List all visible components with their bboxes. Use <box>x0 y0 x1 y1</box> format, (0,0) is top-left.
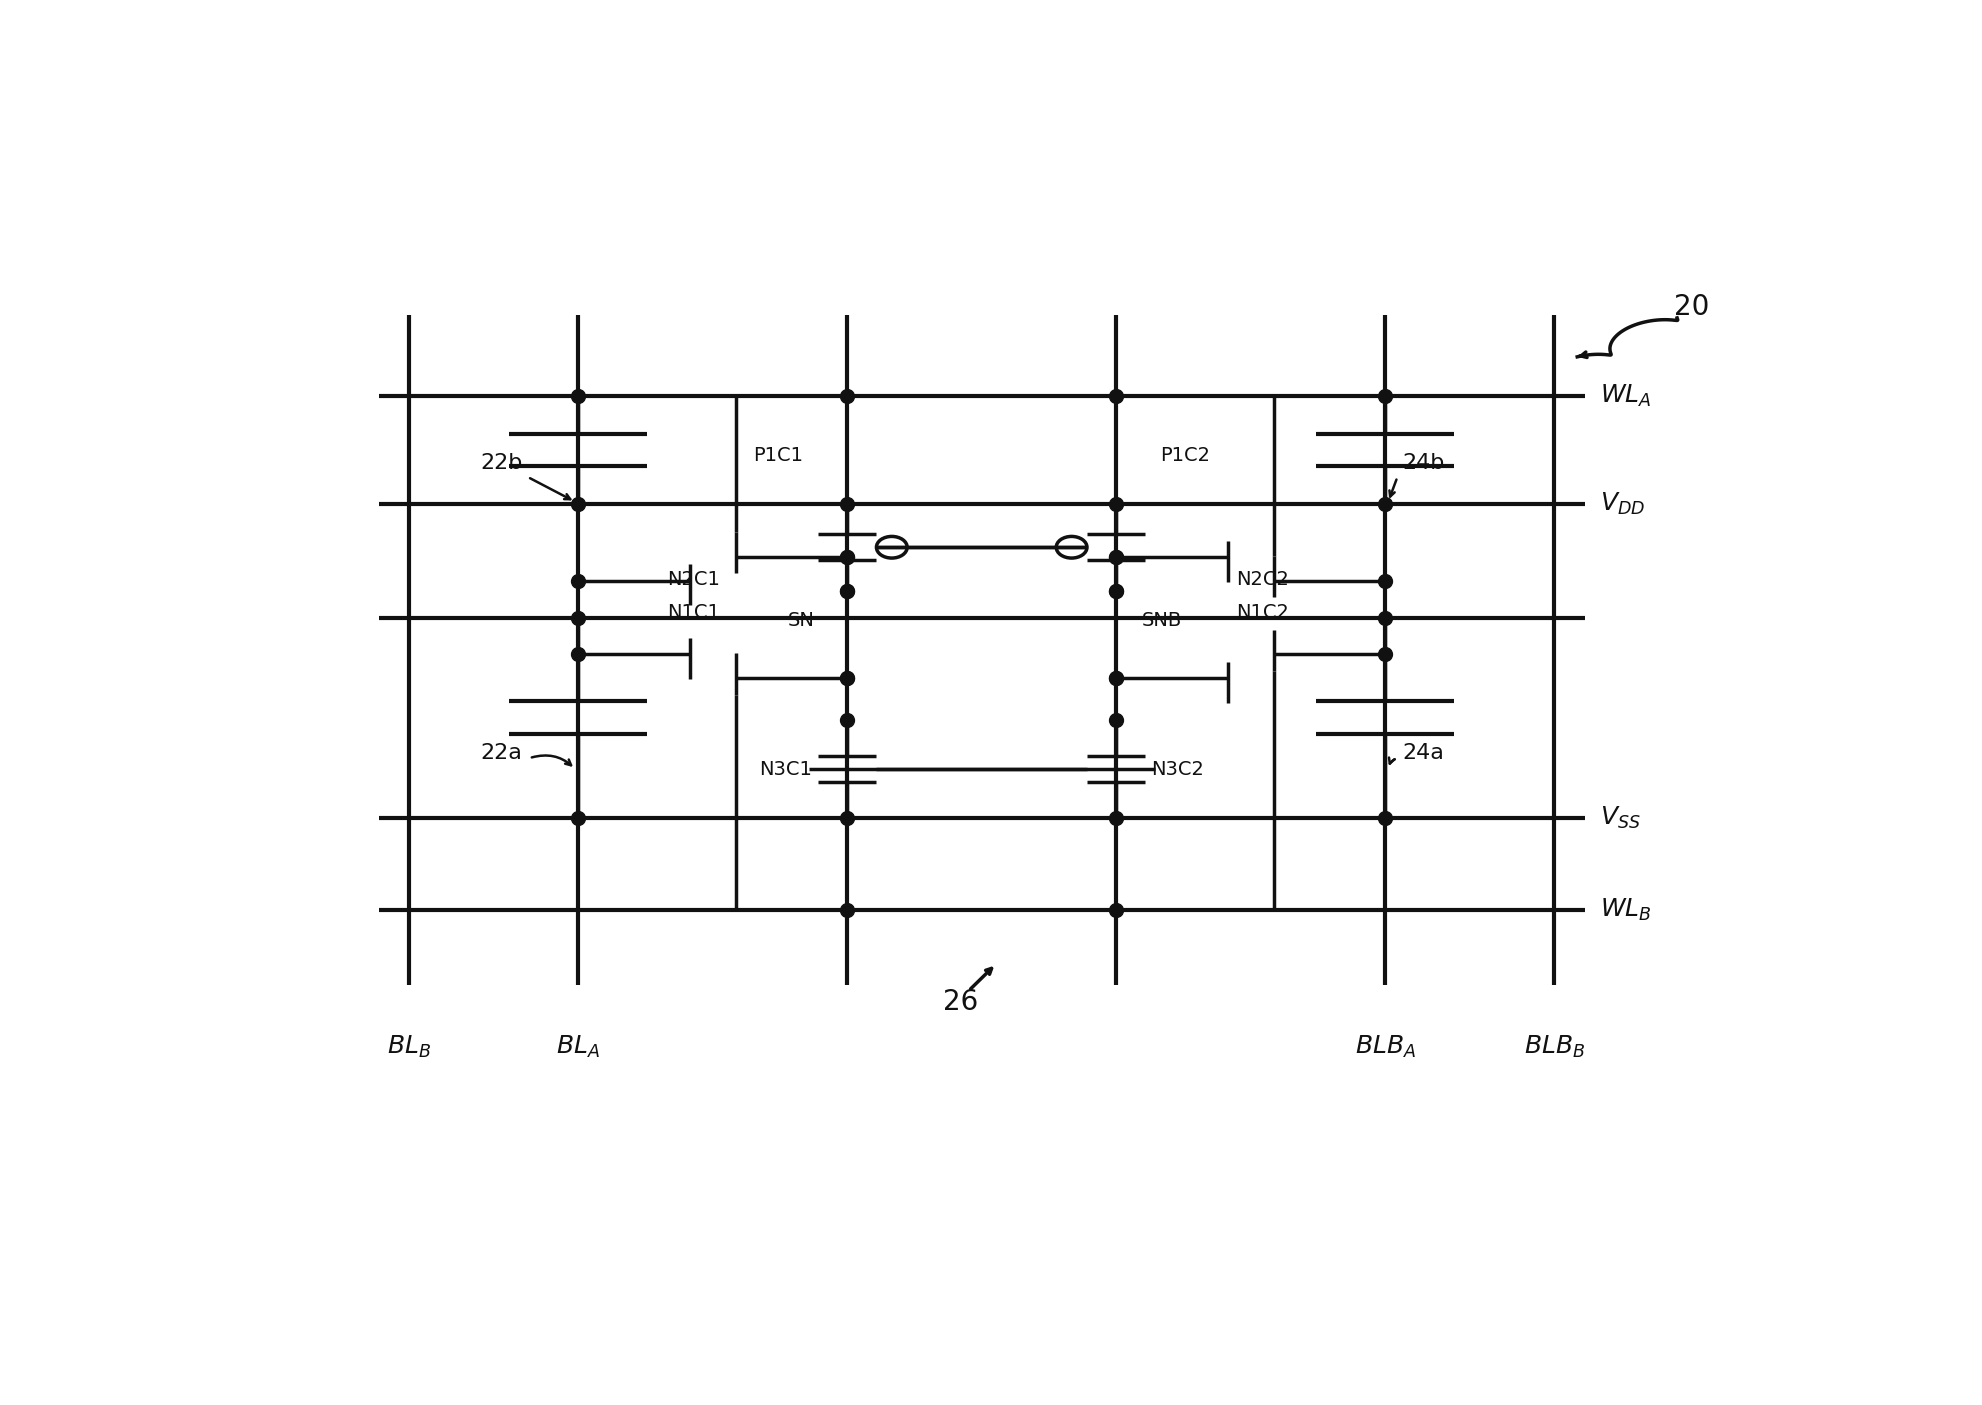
Point <box>1100 545 1132 568</box>
Point <box>1100 579 1132 601</box>
Point <box>1100 667 1132 690</box>
Point <box>830 545 862 568</box>
Text: N3C2: N3C2 <box>1152 760 1203 778</box>
Point <box>830 579 862 601</box>
Point <box>1100 806 1132 829</box>
Point <box>1368 607 1399 629</box>
Text: $V_{DD}$: $V_{DD}$ <box>1599 490 1645 517</box>
Text: 24b: 24b <box>1401 452 1445 473</box>
Point <box>1100 710 1132 732</box>
Text: $BLB_B$: $BLB_B$ <box>1522 1034 1584 1061</box>
Point <box>563 643 595 666</box>
Point <box>1368 493 1399 516</box>
Point <box>830 898 862 920</box>
Text: $BLB_A$: $BLB_A$ <box>1354 1034 1415 1061</box>
Point <box>563 493 595 516</box>
Text: N2C2: N2C2 <box>1235 570 1288 589</box>
Text: 26: 26 <box>943 988 977 1016</box>
Text: $WL_B$: $WL_B$ <box>1599 896 1651 923</box>
Point <box>1368 806 1399 829</box>
Text: 20: 20 <box>1673 294 1708 322</box>
Text: N3C1: N3C1 <box>759 760 813 778</box>
Text: 22a: 22a <box>480 743 521 763</box>
Text: $BL_A$: $BL_A$ <box>557 1034 601 1061</box>
Point <box>563 385 595 407</box>
Text: $WL_A$: $WL_A$ <box>1599 382 1651 409</box>
Point <box>830 806 862 829</box>
Point <box>830 493 862 516</box>
Point <box>1100 493 1132 516</box>
Point <box>830 667 862 690</box>
Text: N2C1: N2C1 <box>666 570 719 589</box>
Text: P1C1: P1C1 <box>753 445 803 465</box>
Text: SN: SN <box>787 611 815 631</box>
Text: N1C2: N1C2 <box>1235 603 1288 621</box>
Point <box>1368 643 1399 666</box>
Text: $BL_B$: $BL_B$ <box>386 1034 430 1061</box>
Text: 22b: 22b <box>480 452 523 473</box>
Point <box>830 385 862 407</box>
Point <box>563 569 595 592</box>
Point <box>1368 569 1399 592</box>
Point <box>830 579 862 601</box>
Point <box>830 710 862 732</box>
Point <box>1100 667 1132 690</box>
Point <box>830 545 862 568</box>
Text: N1C1: N1C1 <box>666 603 719 621</box>
Point <box>1100 385 1132 407</box>
Point <box>1100 579 1132 601</box>
Text: SNB: SNB <box>1142 611 1181 631</box>
Text: $V_{SS}$: $V_{SS}$ <box>1599 805 1641 830</box>
Text: 24a: 24a <box>1401 743 1443 763</box>
Point <box>563 607 595 629</box>
Text: P1C2: P1C2 <box>1159 445 1209 465</box>
Point <box>1100 545 1132 568</box>
Point <box>563 806 595 829</box>
Point <box>1368 385 1399 407</box>
Point <box>1100 898 1132 920</box>
Point <box>830 667 862 690</box>
